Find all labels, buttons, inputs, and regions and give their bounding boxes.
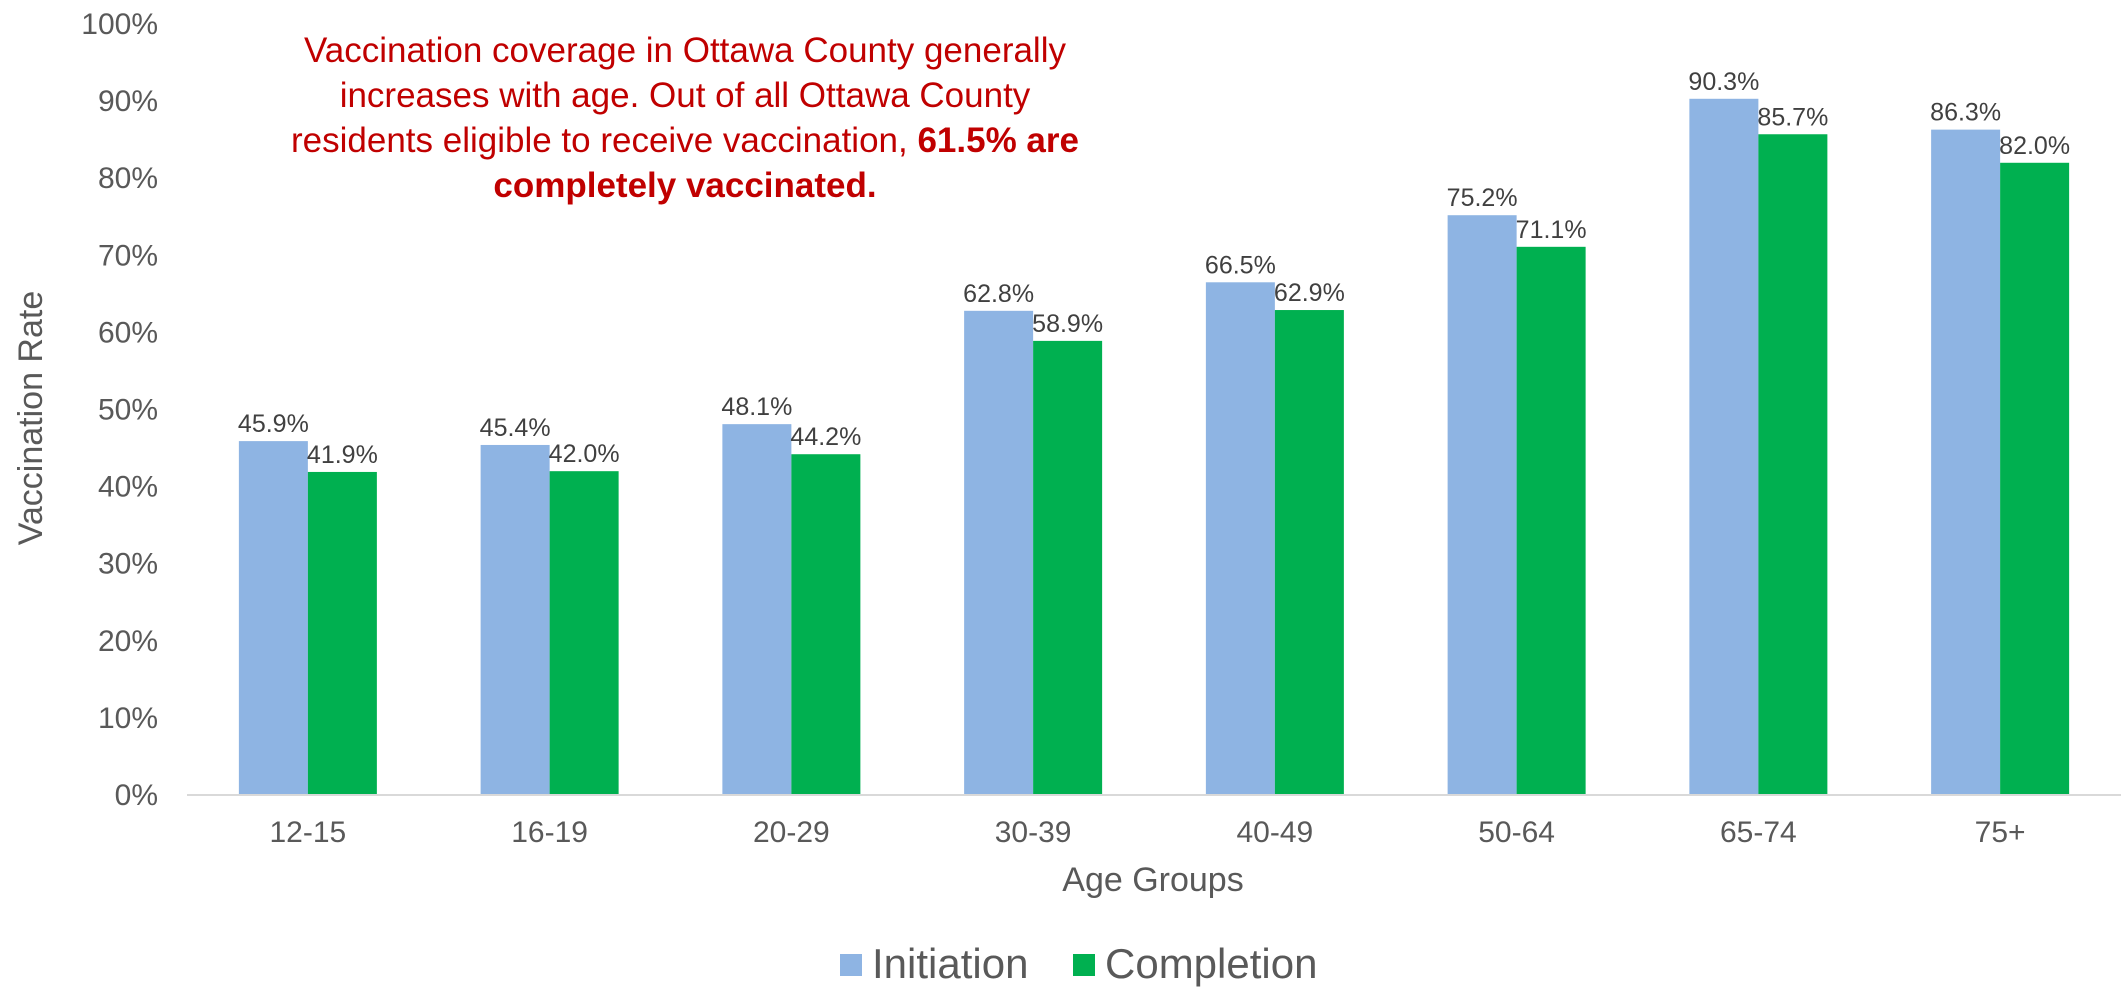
legend-label-completion: Completion [1105,940,1317,987]
x-tick-label: 30-39 [995,816,1072,849]
bar-initiation-30-39 [964,310,1034,795]
chart-annotation: Vaccination coverage in Ottawa County ge… [270,28,1100,208]
bar-completion-20-29 [791,454,861,795]
bar-completion-30-39 [1033,340,1103,795]
data-label-initiation-20-29: 48.1% [721,393,792,421]
data-label-initiation-65-74: 90.3% [1688,68,1759,96]
legend-swatch-initiation [840,954,862,976]
bar-initiation-50-64 [1447,215,1517,795]
data-labels: 45.9% 41.9% 45.4%42.0% 48.1%44.2% 62.8%58.9%… [238,68,2070,469]
y-tick-label: 0% [115,779,158,812]
x-tick-label: 40-49 [1237,816,1314,849]
y-tick-label: 80% [98,162,158,195]
y-axis-title: Vaccination Rate [12,291,50,546]
y-tick-label: 30% [98,548,158,581]
y-axis: 0% 10% 20% 30% 40% 50% 60% 70% 80% 90% 100% [81,8,158,812]
bar-completion-40-49 [1274,310,1344,795]
x-axis: 12-15 16-19 20-29 30-39 40-49 50-64 65-74 75+ [187,794,2121,849]
bar-initiation-20-29 [722,424,792,795]
data-label-initiation-12-15: 45.9% [238,410,309,438]
bar-initiation-16-19 [480,444,550,795]
legend-label-initiation: Initiation [872,940,1028,987]
x-tick-label: 50-64 [1478,816,1555,849]
data-label-initiation-75+: 86.3% [1930,99,2001,127]
bar-completion-16-19 [549,471,619,795]
legend: Initiation Completion [840,940,1317,987]
data-label-completion-12-15: 41.9% [307,441,378,469]
data-label-completion-40-49: 62.9% [1274,279,1345,307]
y-tick-label: 10% [98,702,158,735]
y-tick-label: 70% [98,239,158,272]
y-tick-label: 50% [98,394,158,427]
data-label-completion-50-64: 71.1% [1516,216,1587,244]
data-label-initiation-16-19: 45.4% [480,414,551,442]
bar-initiation-40-49 [1205,282,1275,795]
data-label-completion-65-74: 85.7% [1757,103,1828,131]
data-label-initiation-30-39: 62.8% [963,280,1034,308]
x-tick-label: 12-15 [270,816,347,849]
y-tick-label: 100% [81,8,158,41]
bar-initiation-65-74 [1689,98,1759,796]
x-tick-label: 75+ [1975,816,2026,849]
y-tick-label: 90% [98,85,158,118]
data-label-completion-75+: 82.0% [1999,132,2070,160]
bar-completion-75+ [2000,162,2070,795]
bars [238,98,2070,796]
data-label-completion-20-29: 44.2% [790,423,861,451]
bar-completion-50-64 [1516,246,1586,796]
bar-initiation-12-15 [238,441,308,795]
data-label-completion-30-39: 58.9% [1032,310,1103,338]
legend-swatch-completion [1073,954,1095,976]
x-tick-label: 20-29 [753,816,830,849]
annotation-bold-text: 61.5% are completely vaccinated. [493,121,1079,205]
data-label-initiation-50-64: 75.2% [1447,184,1518,212]
annotation-text: Vaccination coverage in Ottawa County ge… [291,31,1066,160]
y-tick-label: 60% [98,316,158,349]
y-tick-label: 40% [98,471,158,504]
bar-completion-12-15 [307,471,377,795]
y-tick-label: 20% [98,625,158,658]
data-label-initiation-40-49: 66.5% [1205,251,1276,279]
data-label-completion-16-19: 42.0% [549,440,620,468]
bar-completion-65-74 [1758,134,1828,796]
bar-initiation-75+ [1931,129,2001,795]
x-tick-label: 65-74 [1720,816,1797,849]
x-tick-label: 16-19 [511,816,588,849]
x-axis-title: Age Groups [1062,861,1243,899]
